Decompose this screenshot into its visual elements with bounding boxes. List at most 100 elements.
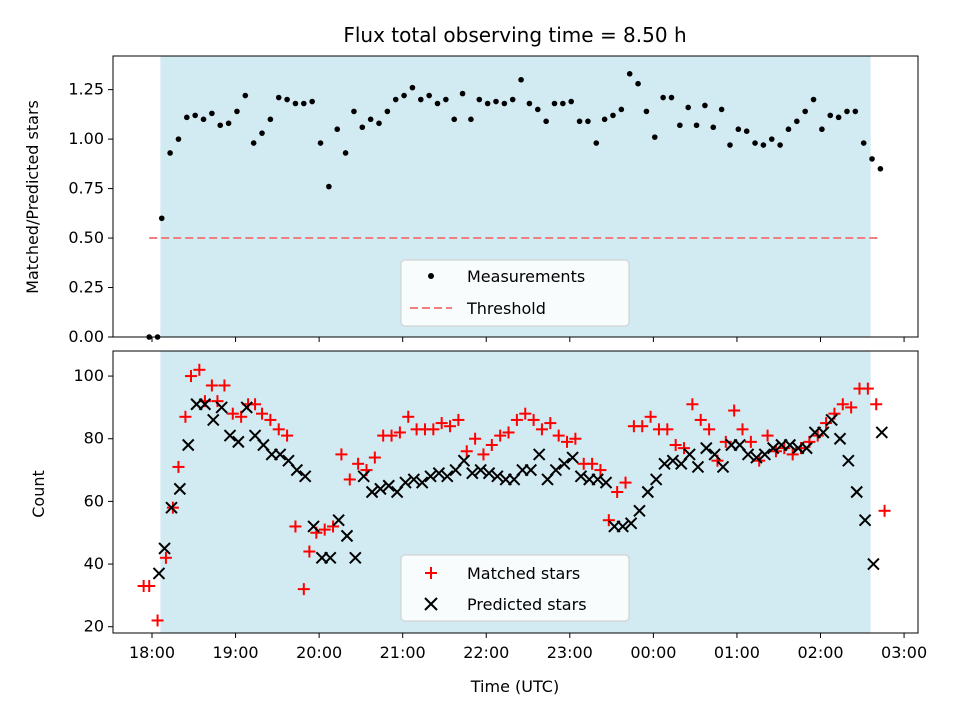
bottom-ytick-label: 100: [73, 366, 104, 385]
matched-star-point: [678, 442, 691, 455]
measurement-point: [292, 100, 299, 107]
predicted-star-point: [273, 448, 287, 461]
measurement-point: [275, 94, 282, 101]
measurement-point: [309, 98, 315, 105]
bottom-y-ticks: 20 40 60 80 100: [73, 366, 113, 636]
matched-star-point: [211, 395, 224, 408]
bottom-panel: 20 40 60 80 100 18:00 19:00 20:00 21:00 22:00 23:…: [29, 350, 927, 696]
matched-star-point: [761, 429, 774, 442]
predicted-star-point: [290, 463, 304, 477]
measurement-point: [819, 126, 825, 133]
predicted-star-point: [240, 401, 253, 414]
measurement-point: [768, 136, 775, 142]
measurement-point: [342, 150, 349, 156]
matched-star-point: [303, 545, 316, 558]
predicted-star-point: [298, 470, 312, 483]
measurement-point: [434, 100, 441, 107]
measurement-point: [468, 116, 474, 123]
predicted-star-point: [215, 401, 228, 414]
measurement-point: [376, 120, 382, 127]
bottom-xtick-label: 18:00: [129, 643, 175, 662]
measurement-point: [794, 118, 800, 125]
bottom-ytick-label: 20: [84, 617, 104, 636]
measurement-point: [225, 120, 232, 127]
matched-star-point: [335, 448, 348, 461]
legend-measurements-marker: [428, 273, 434, 279]
bottom-legend-box: [400, 554, 630, 622]
predicted-star-point: [549, 463, 563, 477]
measurement-point: [643, 108, 650, 115]
predicted-star-point: [817, 426, 830, 439]
matched-star-point: [485, 439, 498, 451]
predicted-star-point: [357, 470, 370, 483]
measurement-point: [802, 108, 808, 115]
predicted-star-point: [683, 448, 696, 461]
matched-star-point: [527, 413, 540, 426]
measurement-point: [426, 92, 432, 99]
matched-star-point: [586, 457, 599, 470]
measurement-point: [242, 92, 249, 99]
measurement-point: [518, 76, 524, 83]
matched-star-point: [218, 379, 231, 392]
measurement-point: [568, 98, 575, 105]
predicted-star-point: [758, 448, 772, 461]
predicted-star-point: [324, 551, 337, 565]
measurement-point: [158, 215, 165, 222]
matched-star-point: [205, 379, 218, 392]
matched-star-point: [703, 423, 716, 436]
measurement-point: [317, 140, 324, 146]
top-legend-box: [400, 259, 630, 327]
measurement-point: [610, 112, 616, 119]
measurement-point: [493, 98, 499, 105]
predicted-star-point: [524, 463, 538, 477]
predicted-star-point: [875, 426, 888, 439]
bottom-ytick-label: 40: [84, 554, 104, 573]
matched-star-point: [151, 614, 164, 627]
predicted-star-point: [616, 520, 629, 533]
predicted-star-point: [399, 476, 412, 489]
predicted-star-point: [482, 466, 496, 480]
measurement-point: [785, 126, 792, 133]
measurement-point: [359, 124, 366, 131]
predicted-star-point: [599, 476, 613, 489]
matched-star-point: [289, 520, 302, 533]
bottom-xtick-label: 22:00: [463, 643, 509, 662]
measurement-point: [635, 80, 641, 87]
top-legend: Measurements Threshold: [400, 259, 630, 327]
matched-star-point: [143, 580, 156, 592]
matched-star-point: [264, 413, 277, 426]
predicted-star-point: [158, 542, 171, 555]
predicted-star-point: [474, 463, 487, 477]
measurement-point: [167, 150, 173, 156]
matched-star-point: [327, 520, 340, 533]
predicted-star-point: [750, 451, 763, 464]
top-plot-frame: [112, 55, 919, 338]
matched-star-point: [820, 417, 833, 430]
matched-star-point: [159, 551, 172, 564]
measurement-point: [259, 130, 265, 136]
top-chart-title: Flux total observing time = 8.50 h: [343, 23, 686, 47]
predicted-star-point: [708, 448, 721, 461]
predicted-star-point: [716, 460, 730, 474]
matched-star-point: [402, 410, 415, 423]
matched-star-point: [644, 410, 657, 423]
measurement-point: [735, 126, 742, 133]
measurement-point: [250, 140, 257, 146]
measurement-point: [301, 100, 307, 107]
matched-star-point: [669, 439, 682, 451]
measurement-point: [576, 118, 583, 125]
matched-star-point: [435, 417, 448, 430]
predicted-star-point: [624, 517, 638, 530]
predicted-star-point: [858, 513, 872, 527]
bottom-ytick-label: 80: [84, 429, 104, 448]
predicted-star-point: [415, 476, 429, 489]
predicted-star-point: [566, 451, 579, 464]
predicted-star-point: [691, 460, 705, 474]
top-ytick-label: 1.00: [68, 129, 104, 148]
predicted-star-point: [666, 454, 680, 467]
top-x-ticks: [151, 337, 905, 342]
measurement-point: [860, 140, 867, 146]
matched-star-point: [256, 407, 269, 420]
top-ytick-label: 0.50: [68, 228, 104, 247]
matched-star-point: [552, 429, 565, 442]
